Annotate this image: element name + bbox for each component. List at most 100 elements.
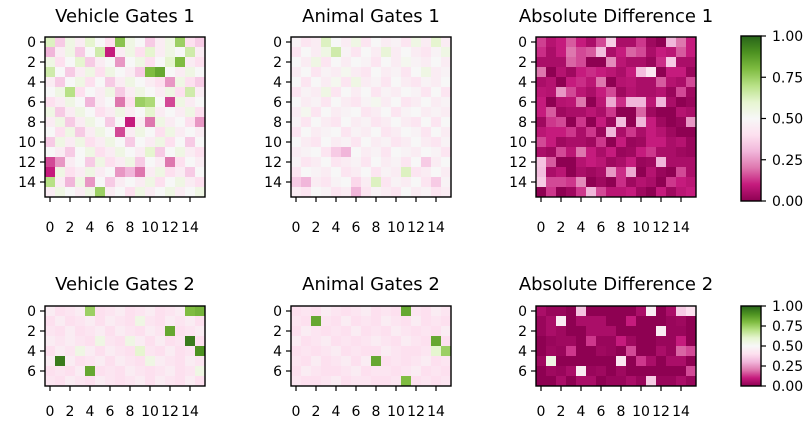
heatmap-cell [606, 37, 617, 48]
heatmap-cell [175, 107, 186, 118]
heatmap-cell [686, 177, 697, 188]
heatmap-cell [441, 77, 452, 88]
heatmap-cell [341, 346, 352, 357]
heatmap-cell [75, 137, 86, 148]
heatmap-cell [65, 356, 76, 367]
heatmap-cell [686, 137, 697, 148]
heatmap-cell [145, 57, 156, 68]
heatmap-cell [95, 127, 106, 138]
heatmap-cell [291, 127, 302, 138]
heatmap-cell [371, 57, 382, 68]
heatmap-cell [291, 376, 302, 387]
heatmap-cell [556, 346, 567, 357]
heatmap-cell [311, 57, 322, 68]
heatmap-cell [321, 87, 332, 98]
heatmap-cell [686, 87, 697, 98]
heatmap-cell [75, 187, 86, 198]
heatmap-cell [45, 167, 56, 178]
heatmap-cell [616, 316, 627, 327]
heatmap-cell [185, 67, 196, 78]
heatmap-cell [676, 326, 687, 337]
heatmap-cell [341, 167, 352, 178]
heatmap-cell [371, 316, 382, 327]
heatmap-cell [175, 137, 186, 148]
heatmap-cell [145, 117, 156, 128]
heatmap-cell [351, 117, 362, 128]
heatmap-cell [311, 187, 322, 198]
heatmap-cell [401, 157, 412, 168]
heatmap-cell [95, 87, 106, 98]
heatmap-cell [576, 87, 587, 98]
heatmap-cell [556, 77, 567, 88]
heatmap-cell [135, 37, 146, 48]
heatmap-cell [55, 356, 66, 367]
heatmap-cell [145, 137, 156, 148]
heatmap-cell [411, 57, 422, 68]
heatmap-cell [165, 117, 176, 128]
heatmap-cell [636, 187, 647, 198]
heatmap-cell [185, 326, 196, 337]
heatmap-cell [331, 376, 342, 387]
heatmap-cell [676, 376, 687, 387]
heatmap-cell [391, 376, 402, 387]
heatmap-cell [606, 47, 617, 58]
axes-frame [535, 305, 697, 387]
heatmap-cell [676, 157, 687, 168]
panel-title: Vehicle Gates 2 [55, 274, 195, 295]
heatmap-cell [556, 336, 567, 347]
heatmap-cell [185, 147, 196, 158]
heatmap-cell [441, 147, 452, 158]
heatmap-cell [586, 87, 597, 98]
heatmap-cell [65, 167, 76, 178]
heatmap-cell [576, 47, 587, 58]
heatmap-cell [155, 177, 166, 188]
heatmap-cell [135, 316, 146, 327]
x-tick-label: 10 [141, 404, 159, 420]
heatmap-cell [586, 326, 597, 337]
heatmap-cell [185, 157, 196, 168]
heatmap-cell [566, 87, 577, 98]
heatmap-cell [115, 187, 126, 198]
heatmap-cell [626, 316, 637, 327]
heatmap-cell [185, 177, 196, 188]
heatmap-cell [55, 107, 66, 118]
heatmap-cell [291, 306, 302, 317]
heatmap-cell [185, 57, 196, 68]
heatmap-cell [165, 137, 176, 148]
heatmap-cell [586, 167, 597, 178]
heatmap-cell [606, 137, 617, 148]
heatmap-cell [596, 97, 607, 108]
heatmap-cell [566, 157, 577, 168]
heatmap-cell [321, 177, 332, 188]
heatmap-cell [626, 366, 637, 377]
heatmap-cell [155, 137, 166, 148]
y-tick-label: 2 [27, 55, 36, 71]
y-tick-label: 6 [273, 364, 282, 380]
heatmap-cell [125, 107, 136, 118]
heatmap-cell [145, 177, 156, 188]
heatmap-cell [135, 77, 146, 88]
heatmap-cell [596, 47, 607, 58]
heatmap-cell [546, 157, 557, 168]
heatmap-cell [331, 57, 342, 68]
heatmap-cell [85, 37, 96, 48]
heatmap-cell [55, 157, 66, 168]
heatmap-cell [421, 356, 432, 367]
heatmap-cell [536, 177, 547, 188]
heatmap-cell [636, 97, 647, 108]
heatmap-cell [361, 346, 372, 357]
heatmap-cell [431, 346, 442, 357]
heatmap-cell [185, 37, 196, 48]
heatmap-cell [576, 137, 587, 148]
heatmap-cell [155, 57, 166, 68]
heatmap-cell [311, 346, 322, 357]
heatmap-cell [331, 366, 342, 377]
heatmap-cell [626, 37, 637, 48]
heatmap-cell [185, 107, 196, 118]
heatmap-cell [311, 137, 322, 148]
heatmap-cell [391, 127, 402, 138]
heatmap-cell [411, 107, 422, 118]
heatmap-cell [135, 157, 146, 168]
heatmap-cell [596, 346, 607, 357]
heatmap-cell [371, 37, 382, 48]
